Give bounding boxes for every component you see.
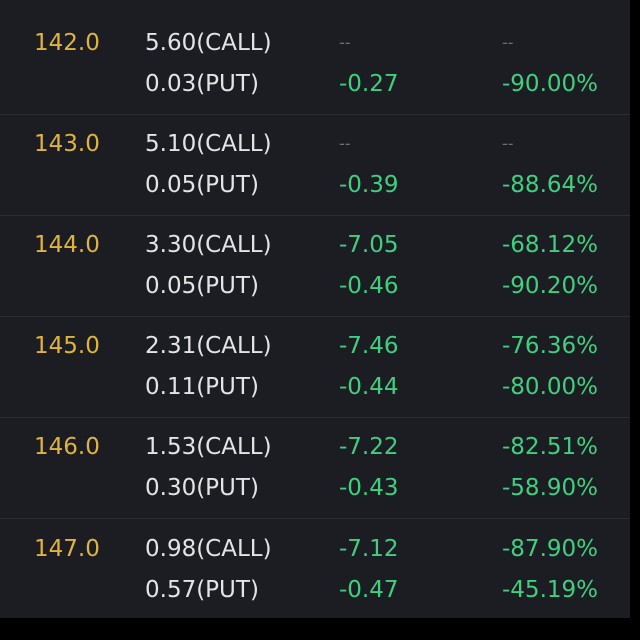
- put-price: 0.05(PUT): [145, 273, 259, 299]
- call-change: --: [339, 134, 351, 153]
- put-change: -0.39: [339, 172, 399, 198]
- put-change: -0.27: [339, 71, 399, 97]
- call-change-percent: --: [502, 33, 514, 52]
- strike-price: 143.0: [34, 131, 100, 157]
- put-change-percent: -90.00%: [502, 71, 598, 97]
- strike-price: 147.0: [34, 536, 100, 562]
- put-change-percent: -80.00%: [502, 374, 598, 400]
- strike-row-147[interactable]: 147.0 0.98(CALL) -7.12 -87.90% 0.57(PUT)…: [0, 506, 630, 606]
- strike-price: 144.0: [34, 232, 100, 258]
- strike-row-145[interactable]: 145.0 2.31(CALL) -7.46 -76.36% 0.11(PUT)…: [0, 303, 630, 403]
- call-change-percent: -68.12%: [502, 232, 598, 258]
- row-divider: [0, 518, 630, 519]
- strike-row-143[interactable]: 143.0 5.10(CALL) -- -- 0.05(PUT) -0.39 -…: [0, 101, 630, 201]
- call-change: -7.46: [339, 333, 399, 359]
- put-change: -0.46: [339, 273, 399, 299]
- strike-price: 142.0: [34, 30, 100, 56]
- put-change-percent: -88.64%: [502, 172, 598, 198]
- row-divider: [0, 316, 630, 317]
- call-price: 0.98(CALL): [145, 536, 272, 562]
- row-divider: [0, 215, 630, 216]
- call-change-percent: -76.36%: [502, 333, 598, 359]
- call-price: 5.60(CALL): [145, 30, 272, 56]
- put-price: 0.05(PUT): [145, 172, 259, 198]
- call-price: 2.31(CALL): [145, 333, 272, 359]
- strike-row-142[interactable]: 142.0 5.60(CALL) -- -- 0.03(PUT) -0.27 -…: [0, 0, 630, 100]
- call-change: -7.12: [339, 536, 399, 562]
- call-price: 3.30(CALL): [145, 232, 272, 258]
- strike-price: 146.0: [34, 434, 100, 460]
- put-price: 0.03(PUT): [145, 71, 259, 97]
- call-change-percent: -82.51%: [502, 434, 598, 460]
- row-divider: [0, 417, 630, 418]
- put-change: -0.43: [339, 475, 399, 501]
- call-change: --: [339, 33, 351, 52]
- put-change: -0.47: [339, 577, 399, 603]
- put-change-percent: -45.19%: [502, 577, 598, 603]
- put-change-percent: -58.90%: [502, 475, 598, 501]
- call-change: -7.22: [339, 434, 399, 460]
- put-price: 0.57(PUT): [145, 577, 259, 603]
- strike-price: 145.0: [34, 333, 100, 359]
- row-divider: [0, 114, 630, 115]
- call-change-percent: -87.90%: [502, 536, 598, 562]
- put-change: -0.44: [339, 374, 399, 400]
- put-change-percent: -90.20%: [502, 273, 598, 299]
- call-change-percent: --: [502, 134, 514, 153]
- call-price: 5.10(CALL): [145, 131, 272, 157]
- put-price: 0.30(PUT): [145, 475, 259, 501]
- strike-row-144[interactable]: 144.0 3.30(CALL) -7.05 -68.12% 0.05(PUT)…: [0, 202, 630, 302]
- call-price: 1.53(CALL): [145, 434, 272, 460]
- options-chain-list: 142.0 5.60(CALL) -- -- 0.03(PUT) -0.27 -…: [0, 0, 630, 618]
- strike-row-146[interactable]: 146.0 1.53(CALL) -7.22 -82.51% 0.30(PUT)…: [0, 404, 630, 504]
- call-change: -7.05: [339, 232, 399, 258]
- put-price: 0.11(PUT): [145, 374, 259, 400]
